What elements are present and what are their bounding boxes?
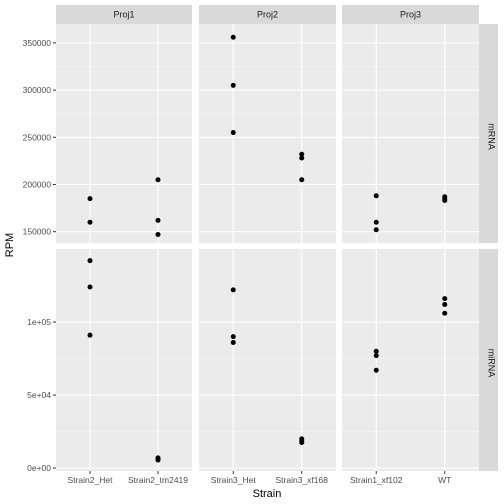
facet-strip-label: Proj3	[400, 10, 421, 20]
panel-background	[56, 24, 192, 243]
data-point	[87, 258, 93, 264]
y-axis-title: RPM	[4, 233, 16, 257]
data-point	[87, 284, 93, 290]
panel-background	[199, 249, 336, 471]
data-point	[230, 82, 236, 88]
panel-background	[342, 249, 479, 471]
panel-miRNA-Proj3	[342, 249, 479, 471]
data-point	[230, 287, 236, 293]
panel-mRNA-Proj2	[199, 24, 336, 243]
data-point	[373, 348, 379, 354]
x-axis-title: Strain	[253, 488, 282, 500]
data-point	[299, 151, 305, 157]
y-tick-label: 0e+00	[27, 463, 51, 473]
data-point	[442, 296, 448, 302]
facet-strip-label: mRNA	[487, 123, 497, 150]
chart-panels	[56, 24, 479, 471]
data-point	[87, 196, 93, 202]
facet-strip-miRNA	[479, 249, 498, 471]
facet-strip-Proj1	[56, 5, 192, 24]
facet-strip-label: Proj2	[257, 10, 278, 20]
facet-strip-mRNA	[479, 24, 498, 243]
data-point	[442, 302, 448, 307]
facet-strip-label: Proj1	[113, 10, 134, 20]
data-point	[373, 219, 379, 225]
y-tick-label: 350000	[23, 38, 52, 48]
panel-mRNA-Proj3	[342, 24, 479, 243]
x-tick-label: Strain2_Het	[68, 475, 114, 485]
panel-miRNA-Proj2	[199, 249, 336, 471]
data-point	[155, 177, 161, 183]
data-point	[87, 332, 93, 338]
data-point	[230, 34, 236, 40]
facet-strips: Proj1 Proj2 Proj3 mRNA miRNA	[56, 5, 498, 471]
x-tick-label: Strain2_tm2419	[128, 475, 188, 485]
y-tick-label: 200000	[23, 179, 52, 189]
x-tick-label: Strain3_Het	[211, 475, 257, 485]
y-tick-label: 150000	[23, 227, 52, 237]
x-tick-label: WT	[438, 475, 451, 485]
data-point	[87, 219, 93, 225]
data-point	[299, 440, 305, 446]
panel-background	[342, 24, 479, 243]
data-point	[442, 198, 448, 204]
data-point	[155, 457, 161, 463]
facet-strip-Proj3	[342, 5, 479, 24]
data-point	[230, 334, 236, 340]
panel-miRNA-Proj1	[56, 249, 192, 471]
data-point	[373, 353, 379, 359]
panel-background	[199, 24, 336, 243]
data-point	[373, 193, 379, 199]
data-point	[299, 177, 305, 183]
facet-strip-Proj2	[199, 5, 336, 24]
data-point	[299, 155, 305, 161]
axis-ticks: Strain2_Het Strain2_tm2419 Strain3_Het Stra…	[23, 38, 452, 485]
y-tick-label: 5e+04	[27, 390, 51, 400]
data-point	[373, 367, 379, 373]
x-tick-label: Strain3_xf168	[276, 475, 329, 485]
data-point	[442, 310, 448, 316]
data-point	[155, 217, 161, 223]
y-tick-label: 300000	[23, 85, 52, 95]
data-point	[155, 232, 161, 238]
x-tick-label: Strain1_xf102	[350, 475, 403, 485]
panel-mRNA-Proj1	[56, 24, 192, 243]
y-tick-label: 1e+05	[27, 317, 51, 327]
data-point	[373, 227, 379, 233]
panel-background	[56, 249, 192, 471]
y-tick-label: 250000	[23, 132, 52, 142]
data-point	[230, 130, 236, 136]
data-point	[230, 339, 236, 345]
facet-strip-label: miRNA	[487, 349, 497, 378]
